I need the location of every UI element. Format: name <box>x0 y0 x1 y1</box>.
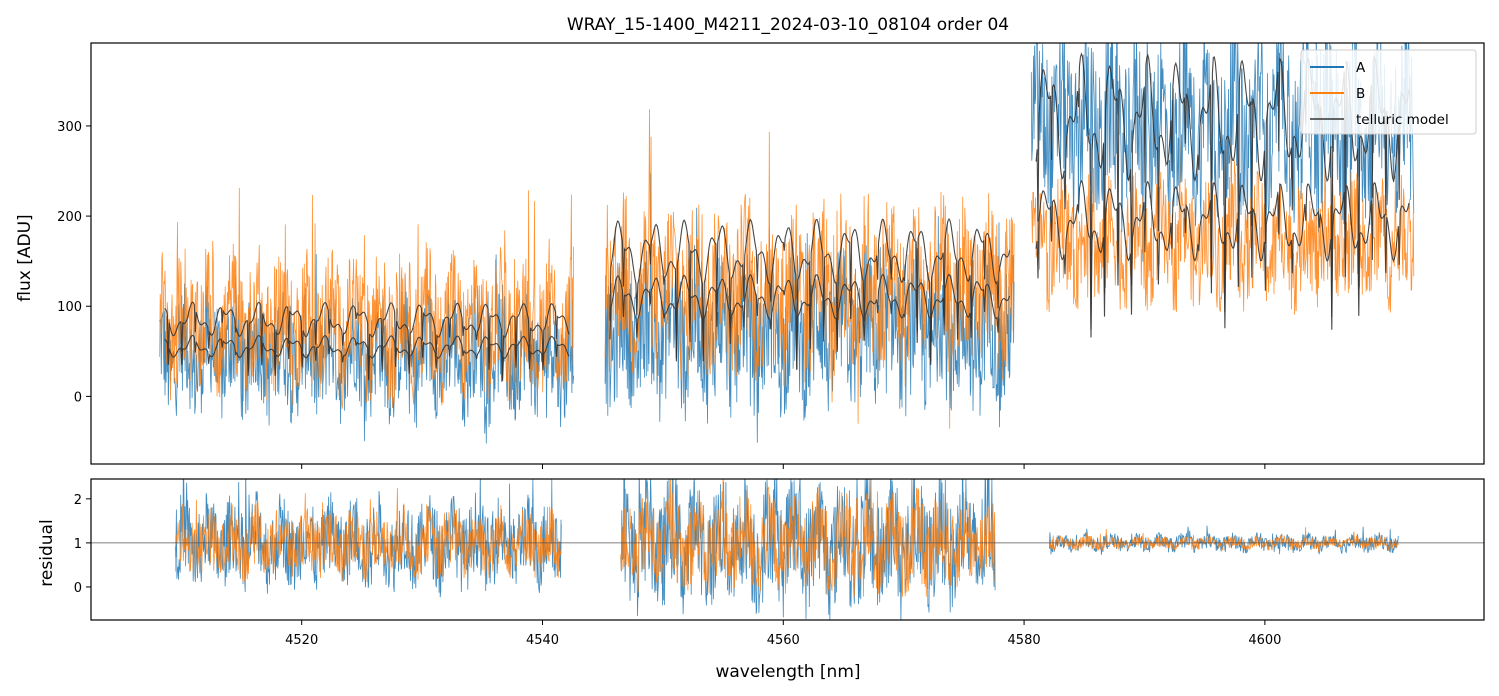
flux-y-tick-label: 100 <box>57 300 82 315</box>
legend: A B telluric model <box>1300 49 1477 135</box>
residual-b-segment <box>620 479 996 597</box>
residual-x-tick-label: 4600 <box>1248 633 1281 648</box>
residual-panel: 0 1 2 4520 4540 4560 4580 4600 residual <box>37 478 1485 648</box>
flux-axes-frame <box>90 42 1485 465</box>
residual-y-tick-label: 2 <box>74 493 82 508</box>
flux-y-tick-label: 300 <box>57 120 82 135</box>
telluric-model-lower <box>609 273 1011 370</box>
residual-y-tick-label: 1 <box>74 537 82 552</box>
legend-box <box>1300 49 1477 135</box>
series-a-segment <box>159 254 574 444</box>
residual-a-segment <box>620 479 996 620</box>
residual-b-segment <box>174 487 562 583</box>
telluric-model-lower <box>164 334 570 382</box>
flux-series-group <box>159 43 1415 444</box>
residual-x-tick-label: 4580 <box>1008 633 1041 648</box>
flux-y-tick-label: 0 <box>74 390 82 405</box>
residual-ylabel: residual <box>37 519 57 586</box>
flux-ylabel: flux [ADU] <box>15 214 35 301</box>
residual-x-tick-label: 4540 <box>526 633 559 648</box>
legend-label-a: A <box>1356 60 1366 76</box>
series-b-segment <box>1030 137 1415 315</box>
residual-y-tick-label: 0 <box>74 581 82 596</box>
flux-x-ticks <box>301 464 1266 469</box>
legend-label-b: B <box>1356 86 1365 102</box>
x-axis-label: wavelength [nm] <box>715 662 860 682</box>
telluric-model-lower <box>1035 179 1410 338</box>
legend-label-model: telluric model <box>1356 112 1449 128</box>
chart-title: WRAY_15-1400_M4211_2024-03-10_08104 orde… <box>567 15 1009 35</box>
series-b-segment <box>159 187 574 409</box>
residual-axes-frame <box>90 478 1485 621</box>
residual-x-tick-label: 4520 <box>285 633 318 648</box>
residual-series-group <box>91 479 1484 620</box>
flux-y-tick-label: 200 <box>57 210 82 225</box>
residual-a-segment <box>174 479 562 598</box>
residual-x-tick-label: 4560 <box>767 633 800 648</box>
residual-a-segment <box>1049 525 1399 555</box>
residual-y-ticks: 0 1 2 <box>74 493 91 596</box>
flux-y-ticks: 0 100 200 300 <box>57 120 91 405</box>
flux-panel: 0 100 200 300 flux [ADU] A B telluric model <box>15 42 1485 469</box>
telluric-model-upper <box>164 301 570 380</box>
residual-x-ticks: 4520 4540 4560 4580 4600 <box>285 620 1281 648</box>
